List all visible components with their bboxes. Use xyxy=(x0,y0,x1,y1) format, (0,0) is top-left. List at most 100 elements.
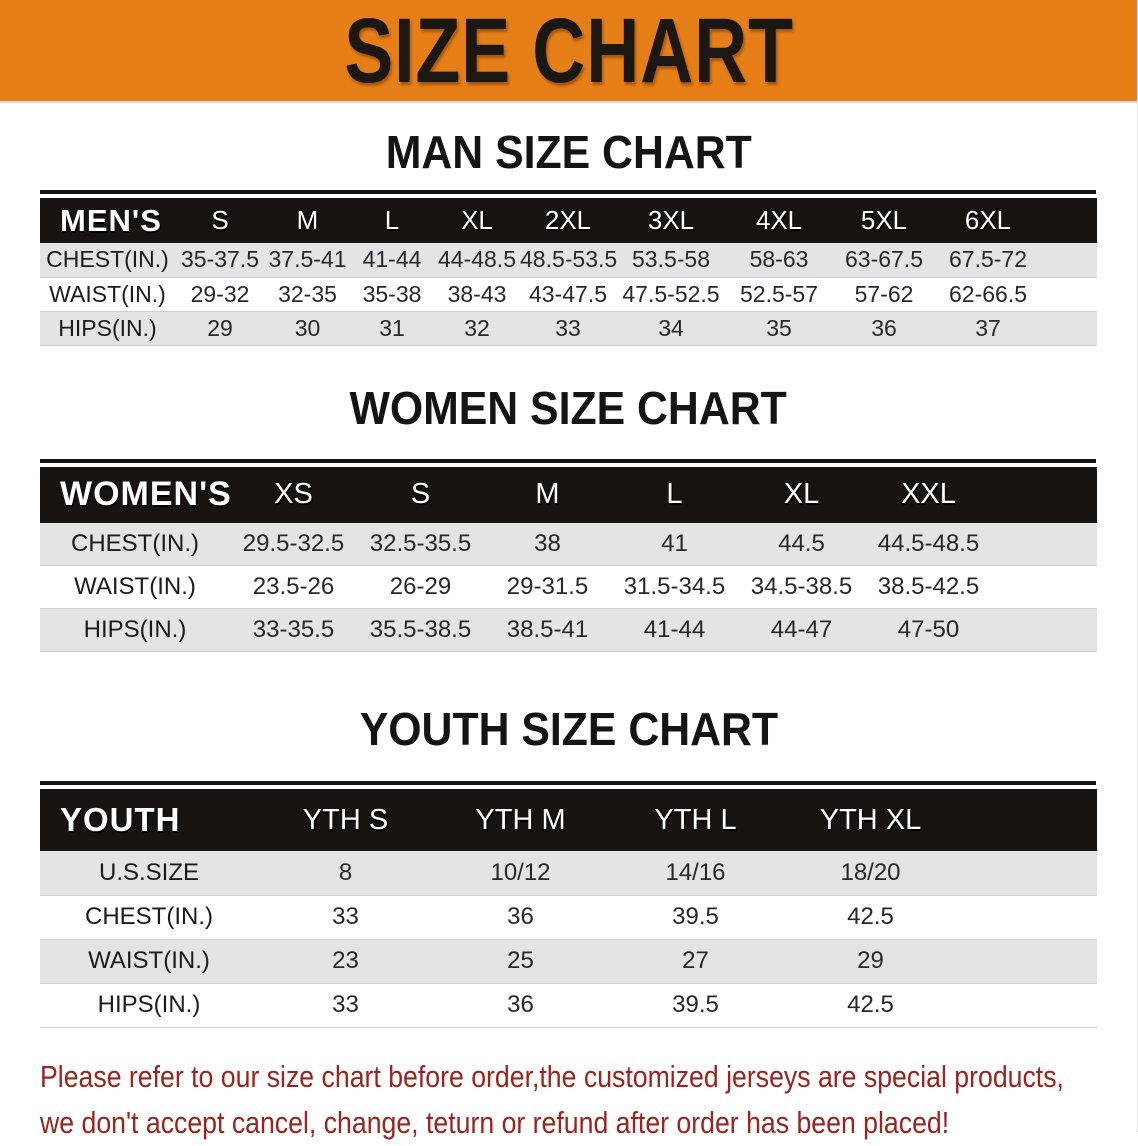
value-cell: 33 xyxy=(520,311,616,346)
value-cell: 38 xyxy=(484,522,611,566)
banner-title: SIZE CHART xyxy=(343,0,794,102)
value-cell: 36 xyxy=(433,895,608,940)
value-cell: 25 xyxy=(433,939,608,984)
size-header-cell: M xyxy=(484,466,611,523)
filler-cell xyxy=(992,565,1097,609)
table-title-cell: MEN'S xyxy=(40,198,175,243)
value-cell: 27 xyxy=(608,939,783,984)
men-section-heading-text: MAN SIZE CHART xyxy=(385,126,752,178)
size-header-cell: XXL xyxy=(865,466,992,523)
size-header-cell: 5XL xyxy=(832,198,936,243)
value-cell: 63-67.5 xyxy=(832,243,936,278)
value-cell: 18/20 xyxy=(783,851,958,896)
value-cell: 35-38 xyxy=(350,277,434,312)
women-section-heading-text: WOMEN SIZE CHART xyxy=(349,381,788,434)
row-label-cell: WAIST(IN.) xyxy=(40,565,230,609)
value-cell: 39.5 xyxy=(608,983,783,1028)
size-header-cell: YTH L xyxy=(608,789,783,851)
size-header-cell: M xyxy=(265,198,350,243)
women-table-topline xyxy=(40,458,1096,463)
value-cell: 48.5-53.5 xyxy=(520,243,617,278)
women-size-table-grid: WOMEN'S XS S M L XL XXL CHEST(IN.) 29.5-32.5 32.5… xyxy=(40,466,1097,652)
value-cell: 37 xyxy=(936,311,1040,346)
size-header-cell: XL xyxy=(738,466,865,523)
value-cell: 10/12 xyxy=(433,851,608,896)
size-header-cell: L xyxy=(611,466,738,523)
row-label-cell: WAIST(IN.) xyxy=(40,277,175,312)
measurement-row: CHEST(IN.) 35-37.5 37.5-41 41-44 44-48.5 48.5… xyxy=(40,243,1097,278)
filler-cell xyxy=(992,466,1097,523)
value-cell: 23 xyxy=(258,939,433,984)
row-label-cell: WAIST(IN.) xyxy=(40,939,258,984)
youth-section-heading: YOUTH SIZE CHART xyxy=(0,705,1137,753)
row-label-cell: HIPS(IN.) xyxy=(40,608,230,652)
measurement-row: WAIST(IN.) 23.5-26 26-29 29-31.5 31.5-34.5 34… xyxy=(40,565,1097,609)
size-header-cell: S xyxy=(357,466,484,523)
value-cell: 29-32 xyxy=(175,277,265,312)
size-header-cell: 4XL xyxy=(726,198,832,243)
value-cell: 35-37.5 xyxy=(175,243,265,278)
table-title-cell: YOUTH xyxy=(40,789,258,851)
youth-size-table-grid: YOUTH YTH S YTH M YTH L YTH XL U.S.SIZE 8 10/12… xyxy=(40,789,1097,1028)
value-cell: 41 xyxy=(611,522,738,566)
value-cell: 47-50 xyxy=(865,608,992,652)
size-header-cell: S xyxy=(175,198,265,243)
size-header-cell: L xyxy=(350,198,434,243)
row-label-cell: CHEST(IN.) xyxy=(40,522,230,566)
value-cell: 58-63 xyxy=(726,243,832,278)
men-section-heading: MAN SIZE CHART xyxy=(0,128,1137,176)
filler-cell xyxy=(958,895,1097,940)
value-cell: 39.5 xyxy=(608,895,783,940)
measurement-row: HIPS(IN.) 33 36 39.5 42.5 xyxy=(40,983,1097,1028)
table-title-cell: WOMEN'S xyxy=(40,466,231,523)
value-cell: 14/16 xyxy=(608,851,783,896)
value-cell: 62-66.5 xyxy=(936,277,1040,312)
value-cell: 42.5 xyxy=(783,983,958,1028)
value-cell: 29.5-32.5 xyxy=(230,522,357,566)
women-section-heading: WOMEN SIZE CHART xyxy=(0,384,1137,432)
value-cell: 35 xyxy=(726,311,832,346)
value-cell: 26-29 xyxy=(357,565,484,609)
table-header-row: MEN'S S M L XL 2XL 3XL 4XL 5XL 6XL xyxy=(40,198,1097,243)
disclaimer-line-2: we don't accept cancel, change, teturn o… xyxy=(40,1104,950,1140)
row-label-cell: CHEST(IN.) xyxy=(40,895,258,940)
value-cell: 37.5-41 xyxy=(265,243,350,278)
row-label-cell: CHEST(IN.) xyxy=(40,243,175,278)
row-label-cell: HIPS(IN.) xyxy=(40,311,175,346)
table-header-row: YOUTH YTH S YTH M YTH L YTH XL xyxy=(40,789,1097,851)
value-cell: 34 xyxy=(616,311,726,346)
value-cell: 41-44 xyxy=(611,608,738,652)
value-cell: 43-47.5 xyxy=(520,277,616,312)
value-cell: 36 xyxy=(433,983,608,1028)
measurement-row: U.S.SIZE 8 10/12 14/16 18/20 xyxy=(40,851,1097,896)
table-header-row: WOMEN'S XS S M L XL XXL xyxy=(40,466,1097,523)
size-header-cell: 2XL xyxy=(520,198,616,243)
youth-section-heading-text: YOUTH SIZE CHART xyxy=(359,703,778,755)
value-cell: 33 xyxy=(258,895,433,940)
value-cell: 42.5 xyxy=(783,895,958,940)
size-header-cell: 3XL xyxy=(616,198,726,243)
filler-cell xyxy=(1040,198,1097,243)
measurement-row: WAIST(IN.) 23 25 27 29 xyxy=(40,939,1097,984)
value-cell: 29 xyxy=(783,939,958,984)
value-cell: 29 xyxy=(175,311,265,346)
filler-cell xyxy=(992,608,1097,652)
disclaimer-line-1: Please refer to our size chart before or… xyxy=(40,1058,1064,1094)
men-table-topline xyxy=(40,190,1096,194)
filler-cell xyxy=(992,522,1097,566)
measurement-row: CHEST(IN.) 33 36 39.5 42.5 xyxy=(40,895,1097,940)
youth-size-table: YOUTH YTH S YTH M YTH L YTH XL U.S.SIZE 8 10/12… xyxy=(40,781,1097,1028)
value-cell: 23.5-26 xyxy=(230,565,357,609)
value-cell: 35.5-38.5 xyxy=(357,608,484,652)
value-cell: 44.5 xyxy=(738,522,865,566)
disclaimer-note: Please refer to our size chart before or… xyxy=(40,1054,1097,1146)
value-cell: 33-35.5 xyxy=(230,608,357,652)
filler-cell xyxy=(958,851,1097,896)
size-header-cell: 6XL xyxy=(936,198,1040,243)
value-cell: 44-48.5 xyxy=(434,243,520,278)
value-cell: 53.5-58 xyxy=(616,243,726,278)
value-cell: 8 xyxy=(258,851,433,896)
size-chart-banner: SIZE CHART xyxy=(0,0,1137,103)
value-cell: 31 xyxy=(350,311,434,346)
youth-table-topline xyxy=(40,781,1096,785)
